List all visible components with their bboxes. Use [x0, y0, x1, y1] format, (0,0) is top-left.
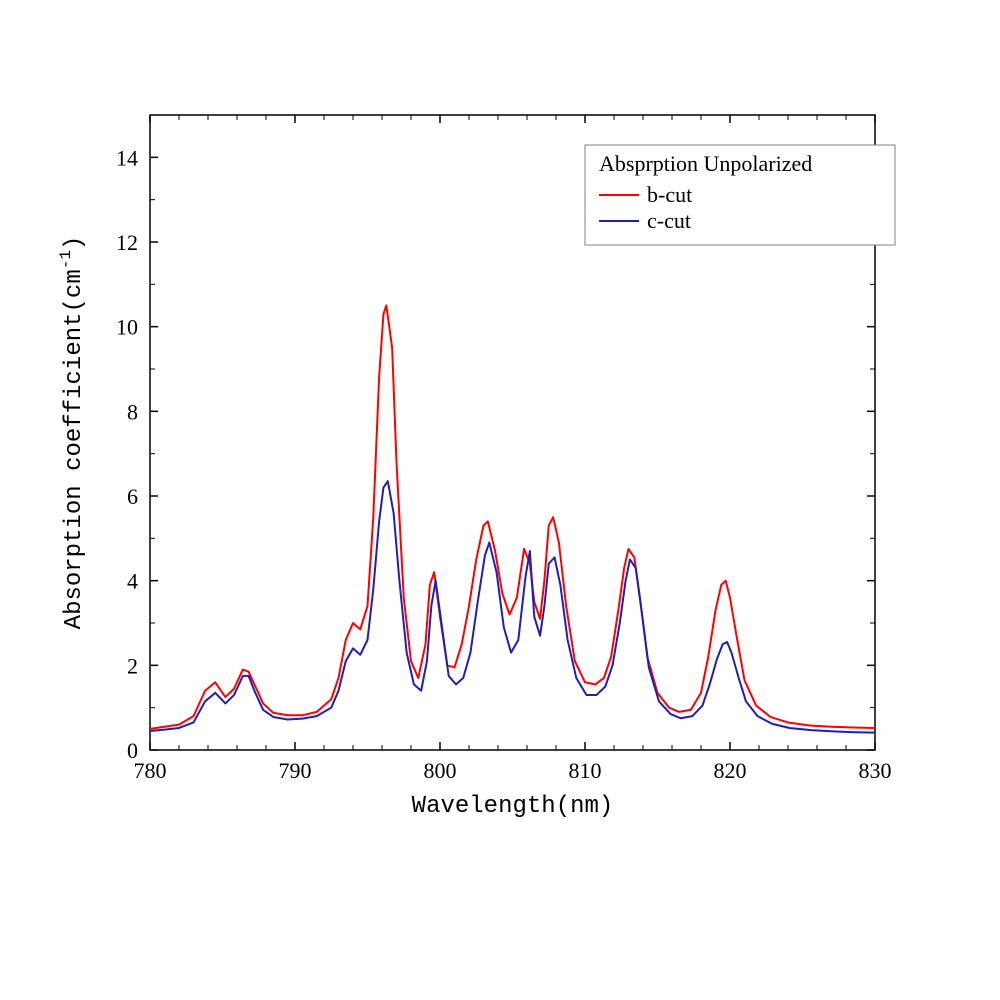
series-b-cut [150, 306, 875, 729]
legend-title: Absprption Unpolarized [599, 151, 812, 176]
y-tick-label: 10 [116, 315, 138, 340]
y-tick-label: 6 [127, 484, 138, 509]
legend-label: b-cut [647, 182, 692, 207]
y-tick-label: 0 [127, 738, 138, 763]
x-tick-label: 800 [424, 758, 457, 783]
y-axis-label: Absorption coefficient(cm-1) [57, 236, 88, 630]
x-tick-label: 830 [859, 758, 892, 783]
absorption-spectrum-chart: 78079080081082083002468101214Wavelength(… [0, 0, 1000, 1000]
y-tick-label: 8 [127, 399, 138, 424]
y-tick-label: 14 [116, 145, 138, 170]
svg-text:Absorption coefficient(cm-1): Absorption coefficient(cm-1) [57, 236, 88, 630]
y-tick-label: 2 [127, 653, 138, 678]
legend-label: c-cut [647, 208, 691, 233]
chart-svg: 78079080081082083002468101214Wavelength(… [0, 0, 1000, 1000]
x-tick-label: 820 [714, 758, 747, 783]
x-tick-label: 790 [279, 758, 312, 783]
y-tick-label: 12 [116, 230, 138, 255]
x-tick-label: 810 [569, 758, 602, 783]
y-tick-label: 4 [127, 569, 138, 594]
x-tick-label: 780 [134, 758, 167, 783]
x-axis-label: Wavelength(nm) [412, 793, 614, 820]
